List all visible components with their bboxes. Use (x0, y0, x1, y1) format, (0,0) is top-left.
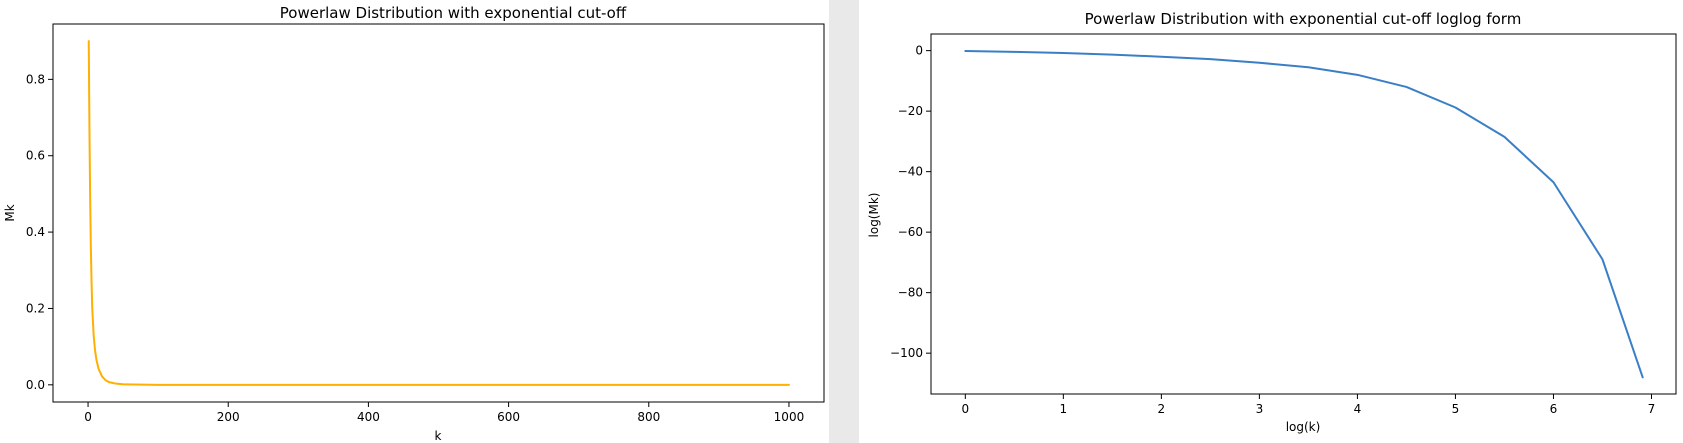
chart-1-y-tick-label: 0.6 (26, 149, 45, 163)
chart-1-x-tick-label: 0 (84, 410, 92, 424)
chart-2-y-tick-label: −80 (898, 286, 923, 300)
chart-1-plot: 0 200 400 600 800 1000 0.0 0.2 0.4 0.6 0.8 (26, 23, 825, 424)
chart-2-x-tick-label: 6 (1550, 402, 1558, 416)
chart-2-x-tick-label: 3 (1256, 402, 1264, 416)
chart-1-y-axis-label: Mk (3, 204, 17, 221)
chart-2-x-tick-label: 7 (1648, 402, 1656, 416)
chart-2-x-axis-label: log(k) (1286, 420, 1321, 434)
chart-2-x-tick-label: 2 (1158, 402, 1166, 416)
chart-2-x-tick-label: 5 (1452, 402, 1460, 416)
chart-2-y-tick-label: −60 (898, 225, 923, 239)
chart-2-x-tick-label: 0 (961, 402, 969, 416)
chart-1-x-tick-label: 400 (357, 410, 380, 424)
chart-1-x-tick-label: 200 (217, 410, 240, 424)
chart-1-y-tick-label: 0.4 (26, 225, 45, 239)
chart-1-series-line-0 (87, 40, 790, 386)
chart-2-y-axis-label: log(Mk) (867, 193, 881, 238)
chart-1-x-tick-label: 1000 (774, 410, 805, 424)
chart-2-x-tick-label: 4 (1354, 402, 1362, 416)
chart-2-title: Powerlaw Distribution with exponential c… (1085, 10, 1522, 28)
chart-2-axes-frame (930, 33, 1677, 395)
chart-1-title: Powerlaw Distribution with exponential c… (280, 4, 627, 22)
chart-1-y-tick-label: 0.0 (26, 378, 45, 392)
chart-1-x-tick-label: 800 (637, 410, 660, 424)
chart-2-y-tick-label: −20 (898, 104, 923, 118)
chart-2-y-tick-label: −40 (898, 165, 923, 179)
panel-divider (829, 0, 859, 443)
chart-1-y-tick-label: 0.2 (26, 301, 45, 315)
chart-1-y-tick-label: 0.8 (26, 72, 45, 86)
chart-1-x-axis-label: k (435, 429, 442, 443)
chart-2-plot: 0 1 2 3 4 5 6 7 0 −20 −40 −60 −80 −100 (890, 33, 1677, 416)
chart-1-axes-frame (52, 23, 825, 403)
chart-2-y-tick-label: −100 (890, 346, 923, 360)
chart-2-x-tick-label: 1 (1060, 402, 1068, 416)
chart-1-x-tick-label: 600 (497, 410, 520, 424)
chart-2-y-tick-label: 0 (915, 44, 923, 58)
chart-2-series-line-0 (964, 49, 1644, 379)
